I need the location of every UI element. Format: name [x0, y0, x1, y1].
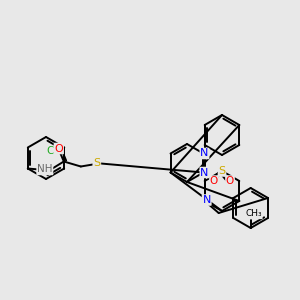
Text: Cl: Cl [46, 146, 56, 157]
Text: S: S [218, 166, 226, 176]
Text: O: O [54, 143, 63, 154]
Text: CH₃: CH₃ [245, 209, 262, 218]
Text: NH: NH [37, 164, 52, 175]
Text: N: N [200, 148, 208, 158]
Text: N: N [200, 167, 208, 178]
Text: O: O [226, 176, 234, 186]
Text: S: S [93, 158, 100, 169]
Text: N: N [202, 195, 211, 205]
Text: O: O [210, 176, 218, 186]
